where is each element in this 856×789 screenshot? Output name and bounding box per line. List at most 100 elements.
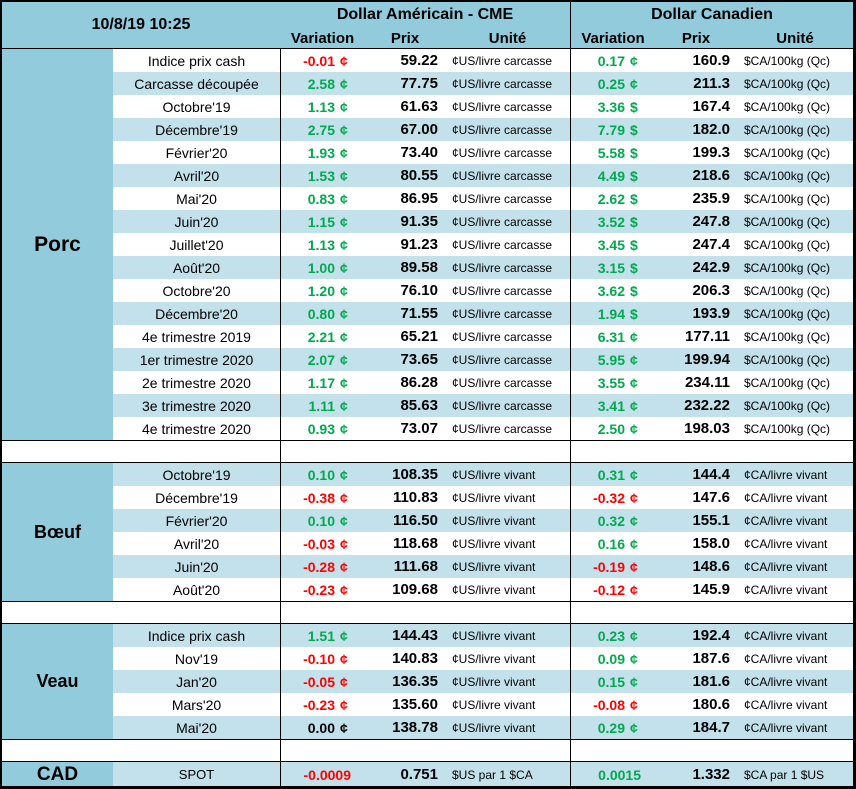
ca-unit: $CA/100kg (Qc) (737, 394, 853, 417)
us-variation: -0.10 ¢ (280, 647, 365, 670)
ca-variation-value: 6.31 (597, 328, 625, 345)
ca-price: 199.3 (655, 141, 737, 164)
ca-currency-symbol: ¢ (630, 397, 638, 414)
us-variation-value: 1.13 (307, 98, 335, 115)
ca-variation-value: 3.15 (597, 259, 625, 276)
us-variation-value: 1.53 (307, 167, 335, 184)
ca-variation-value: 3.55 (597, 374, 625, 391)
us-variation-header: Variation (290, 29, 355, 47)
ca-unit: ¢CA/livre vivant (737, 555, 853, 578)
ca-price: 158.0 (655, 532, 737, 555)
ca-currency-symbol: ¢ (630, 489, 638, 506)
ca-variation: 0.15 ¢ (570, 670, 655, 693)
us-currency-symbol: ¢ (340, 673, 348, 690)
us-variation: -0.28 ¢ (280, 555, 365, 578)
us-variation: 2.21 ¢ (280, 325, 365, 348)
us-variation: 1.51 ¢ (280, 624, 365, 647)
ca-currency-symbol: ¢ (630, 627, 638, 644)
us-variation-value: 1.15 (307, 213, 335, 230)
us-unit: ¢US/livre carcasse (445, 187, 570, 210)
ca-unite-header: Unité (776, 29, 814, 47)
us-variation: -0.38 ¢ (280, 486, 365, 509)
ca-price: 242.9 (655, 256, 737, 279)
ca-price: 148.6 (655, 555, 737, 578)
us-variation: -0.03 ¢ (280, 532, 365, 555)
ca-variation-value: 5.58 (597, 144, 625, 161)
us-unit: ¢US/livre carcasse (445, 118, 570, 141)
us-unit: ¢US/livre vivant (445, 716, 570, 739)
us-price: 71.55 (365, 302, 445, 325)
ca-variation-value: 0.32 (597, 512, 625, 529)
us-variation-value: 2.58 (307, 75, 335, 92)
ca-unit: $CA/100kg (Qc) (737, 141, 853, 164)
us-unit: ¢US/livre vivant (445, 555, 570, 578)
us-price: 73.40 (365, 141, 445, 164)
ca-currency-symbol: $ (630, 282, 638, 299)
us-price: 91.23 (365, 233, 445, 256)
us-variation: -0.05 ¢ (280, 670, 365, 693)
us-variation: 1.13 ¢ (280, 95, 365, 118)
row-label: Indice prix cash (113, 49, 280, 72)
ca-unit: $CA/100kg (Qc) (737, 279, 853, 302)
us-unit: ¢US/livre carcasse (445, 49, 570, 72)
row-label: Mars'20 (113, 693, 280, 716)
us-currency-symbol: ¢ (340, 696, 348, 713)
row-label: Juillet'20 (113, 233, 280, 256)
us-currency-symbol: ¢ (340, 489, 348, 506)
ca-price: 198.03 (655, 417, 737, 440)
row-label: Jan'20 (113, 670, 280, 693)
ca-variation-value: 3.36 (597, 98, 625, 115)
us-variation: 0.93 ¢ (280, 417, 365, 440)
ca-variation: 0.23 ¢ (570, 624, 655, 647)
ca-variation-header: Variation (570, 28, 655, 48)
row-label: Février'20 (113, 141, 280, 164)
ca-variation: 2.50 ¢ (570, 417, 655, 440)
ca-variation: 6.31 ¢ (570, 325, 655, 348)
row-label: 4e trimestre 2019 (113, 325, 280, 348)
us-price: 110.83 (365, 486, 445, 509)
ca-price: 232.22 (655, 394, 737, 417)
us-currency-symbol: ¢ (340, 512, 348, 529)
ca-variation-value: 1.94 (597, 305, 625, 322)
section-bœuf: Bœuf Octobre'19 0.10 ¢ 108.35 ¢US/livre vivan… (2, 463, 853, 601)
ca-unit: $CA par 1 $US (737, 762, 853, 786)
us-variation-value: 1.00 (307, 259, 335, 276)
ca-variation: 3.52 $ (570, 210, 655, 233)
us-variation-value: 0.00 (307, 719, 335, 736)
ca-price: 144.4 (655, 463, 737, 486)
us-variation-value: 1.20 (307, 282, 335, 299)
us-variation-value: -0.10 (303, 650, 335, 667)
us-currency-symbol: ¢ (340, 719, 348, 736)
ca-currency-symbol: ¢ (630, 52, 638, 69)
us-price: 135.60 (365, 693, 445, 716)
us-variation-value: -0.01 (303, 52, 335, 69)
ca-variation-value: -0.08 (593, 696, 625, 713)
row-label: Octobre'19 (113, 463, 280, 486)
us-price: 111.68 (365, 555, 445, 578)
us-price: 89.58 (365, 256, 445, 279)
us-unit: ¢US/livre carcasse (445, 72, 570, 95)
us-unit: ¢US/livre vivant (445, 670, 570, 693)
timestamp: 10/8/19 10:25 (91, 16, 191, 33)
ca-variation: 5.58 $ (570, 141, 655, 164)
table-header: 10/8/19 10:25 Dollar Américain - CME Dol… (2, 2, 853, 49)
ca-prix-header: Prix (681, 29, 711, 47)
us-variation-value: 1.93 (307, 144, 335, 161)
ca-variation: 0.16 ¢ (570, 532, 655, 555)
ca-unit: $CA/100kg (Qc) (737, 233, 853, 256)
us-currency-symbol: ¢ (340, 259, 348, 276)
us-price: 118.68 (365, 532, 445, 555)
row-label: Octobre'20 (113, 279, 280, 302)
row-label: Décembre'19 (113, 118, 280, 141)
ca-unit: ¢CA/livre vivant (737, 670, 853, 693)
ca-variation-value: 0.09 (597, 650, 625, 667)
row-label: Avril'20 (113, 164, 280, 187)
row-label: Août'20 (113, 256, 280, 279)
us-variation-value: 1.13 (307, 236, 335, 253)
us-price: 91.35 (365, 210, 445, 233)
us-variation: 1.15 ¢ (280, 210, 365, 233)
ca-variation-value: -0.12 (593, 581, 625, 598)
ca-unit: ¢CA/livre vivant (737, 624, 853, 647)
ca-variation-value: 0.17 (597, 52, 625, 69)
us-variation-value: -0.0009 (303, 766, 351, 783)
